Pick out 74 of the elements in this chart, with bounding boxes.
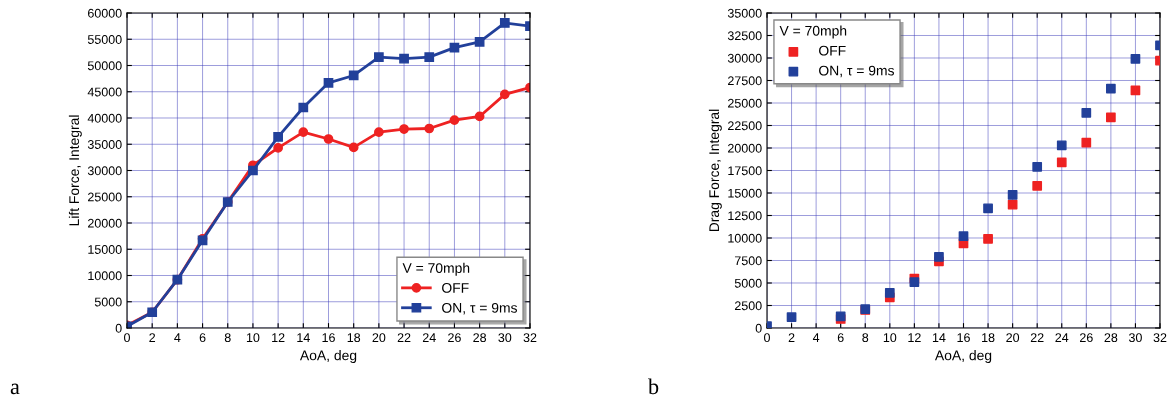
x-tick-label: 8	[224, 333, 231, 343]
y-tick-label: 10000	[728, 233, 762, 243]
y-axis-title: Lift Force, Integral	[68, 115, 82, 226]
x-tick-label: 30	[498, 333, 512, 343]
x-tick-label: 32	[1153, 333, 1167, 343]
x-tick-label: 6	[199, 333, 206, 343]
x-axis-title: AoA, deg	[934, 350, 992, 364]
x-tick-label: 24	[1055, 333, 1069, 342]
x-tick-label: 14	[297, 333, 310, 342]
text: b	[648, 378, 659, 395]
y-tick-label: 7500	[734, 256, 762, 266]
x-tick-label: 18	[347, 333, 361, 343]
x-tick-label: 10	[883, 333, 897, 343]
x-tick-label: 28	[473, 333, 487, 343]
y-tick-label: 25000	[88, 192, 122, 202]
legend-label: OFF	[819, 45, 846, 56]
x-tick-label: 20	[372, 333, 386, 343]
y-tick-label: 20000	[728, 143, 762, 153]
y-tick-label: 12500	[728, 211, 762, 221]
x-tick-label: 26	[1079, 333, 1093, 343]
x-tick-label: 12	[272, 333, 285, 342]
y-tick-label: 30000	[727, 53, 762, 63]
y-tick-label: 27500	[728, 76, 762, 86]
x-tick-label: 32	[523, 333, 537, 343]
y-tick-label: 35000	[87, 140, 122, 149]
y-tick-label: 40000	[87, 113, 122, 123]
x-tick-label: 8	[862, 333, 869, 343]
x-tick-label: 16	[957, 333, 970, 343]
y-tick-label: 0	[755, 323, 762, 333]
x-tick-label: 16	[322, 333, 335, 343]
x-tick-label: 30	[1128, 333, 1142, 343]
y-tick-label: 15000	[728, 188, 762, 198]
y-tick-label: 15000	[88, 245, 122, 254]
x-tick-label: 14	[932, 333, 946, 342]
x-tick-label: 12	[908, 333, 921, 342]
y-tick-label: 10000	[88, 271, 122, 281]
y-tick-label: 32500	[727, 31, 762, 41]
y-tick-label: 5000	[94, 297, 122, 307]
x-tick-label: 26	[448, 333, 461, 343]
x-tick-label: 4	[174, 333, 181, 342]
y-tick-label: 35000	[727, 8, 762, 18]
y-tick-label: 45000	[87, 87, 122, 97]
y-tick-label: 5000	[734, 278, 762, 288]
y-tick-label: 17500	[728, 166, 762, 176]
x-tick-label: 2	[149, 333, 156, 342]
x-tick-label: 4	[812, 333, 820, 342]
x-axis-title: AoA, deg	[299, 350, 357, 364]
x-tick-label: 22	[1030, 333, 1044, 342]
x-tick-label: 0	[764, 333, 770, 343]
legend-label: ON, τ = 9ms	[442, 302, 517, 315]
y-tick-label: 20000	[88, 218, 122, 228]
legend-label: ON, τ = 9ms	[819, 65, 894, 78]
x-tick-label: 24	[422, 333, 436, 342]
x-tick-label: 6	[837, 333, 844, 343]
x-tick-label: 18	[982, 333, 995, 343]
y-tick-label: 2500	[734, 301, 762, 311]
x-tick-label: 0	[124, 333, 130, 343]
legend-title: V = 70mph	[402, 262, 470, 276]
y-tick-label: 0	[115, 323, 122, 333]
legend-label: OFF	[442, 283, 469, 293]
x-tick-label: 20	[1006, 333, 1020, 343]
y-axis-title: Drag Force, Integral	[708, 109, 722, 232]
y-tick-label: 30000	[87, 166, 122, 176]
x-tick-label: 10	[246, 333, 260, 343]
x-tick-label: 28	[1104, 333, 1118, 343]
legend-title: V = 70mph	[779, 25, 847, 39]
y-tick-label: 25000	[728, 98, 762, 108]
y-tick-label: 50000	[87, 61, 122, 71]
y-tick-label: 55000	[87, 35, 122, 44]
y-tick-label: 60000	[88, 8, 122, 18]
x-tick-label: 22	[397, 333, 411, 342]
x-tick-label: 2	[788, 333, 795, 342]
text: a	[10, 383, 20, 395]
y-tick-label: 22500	[728, 121, 762, 131]
